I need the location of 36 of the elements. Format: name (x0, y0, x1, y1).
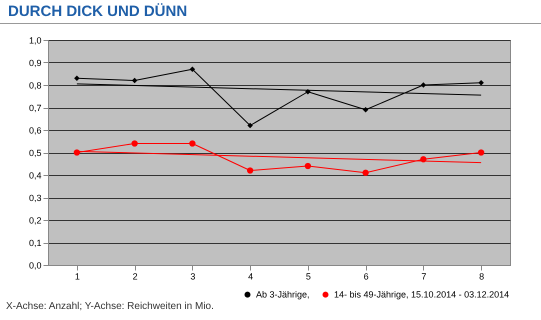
point (247, 122, 253, 128)
y-tick-label: 0,8 (28, 80, 42, 90)
y-tick-label: 0,3 (28, 193, 42, 203)
y-tick-label: 0,4 (28, 170, 42, 180)
y-tick-label: 0,2 (28, 216, 42, 226)
x-tick-label: 8 (479, 272, 484, 282)
y-tick-label: 0,1 (28, 238, 42, 248)
point (478, 149, 484, 156)
point (190, 66, 196, 72)
x-tick-label: 1 (74, 272, 80, 282)
x-tick-label: 4 (248, 272, 254, 282)
y-tick-label: 0,0 (28, 260, 42, 270)
point (478, 80, 484, 86)
y-tick-label: 0,7 (28, 103, 42, 113)
legend-label: 14- bis 49-Jährige, 15.10.2014 - 03.12.2014 (334, 290, 510, 300)
legend-label: Ab 3-Jährige, (256, 290, 310, 300)
x-tick-label: 5 (306, 272, 311, 282)
point (132, 78, 138, 84)
y-tick-label: 1,0 (28, 36, 42, 46)
point (420, 82, 426, 88)
chart-title: DURCH DICK UND DÜNN (0, 0, 541, 24)
x-tick-label: 3 (190, 272, 196, 282)
x-tick-label: 6 (364, 272, 369, 282)
point (362, 170, 369, 176)
x-tick-label: 2 (132, 272, 138, 282)
text: X-Achse: Anzahl; Y-Achse: Reichweiten in Mio. (6, 301, 214, 312)
point (246, 167, 254, 174)
y-tick-label: 0,6 (28, 126, 42, 136)
point (304, 162, 312, 170)
point (362, 107, 368, 112)
y-tick-label: 0,9 (28, 58, 42, 68)
point (189, 140, 196, 147)
point (131, 140, 138, 147)
point (74, 76, 80, 81)
y-tick-label: 0,5 (28, 148, 42, 158)
x-tick-label: 7 (421, 272, 426, 282)
